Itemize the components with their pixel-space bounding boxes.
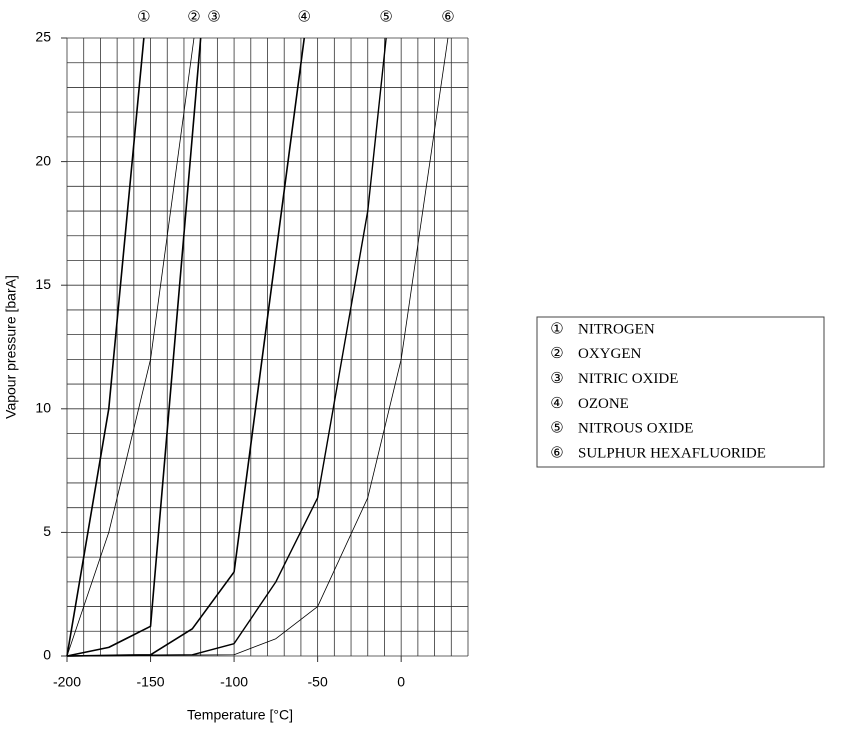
y-tick-label: 10 xyxy=(35,400,51,416)
x-tick-label: -200 xyxy=(53,674,81,690)
y-tick-label: 25 xyxy=(35,29,51,45)
series-line xyxy=(66,37,449,657)
x-axis-label: Temperature [°C] xyxy=(187,707,293,723)
curve-label: ① xyxy=(137,9,150,25)
series-line xyxy=(66,37,306,657)
legend-marker: ② xyxy=(550,346,563,362)
legend-marker: ① xyxy=(550,321,563,337)
x-tick-label: -150 xyxy=(137,674,165,690)
x-tick-label: -50 xyxy=(308,674,328,690)
curve-label: ⑤ xyxy=(379,9,392,25)
x-tick-label: 0 xyxy=(397,674,405,690)
curve-label: ⑥ xyxy=(441,9,454,25)
legend-box xyxy=(536,316,825,468)
legend-label: NITROGEN xyxy=(578,321,655,337)
curve-label: ④ xyxy=(298,9,311,25)
y-tick-label: 0 xyxy=(43,647,51,663)
legend-marker: ⑤ xyxy=(550,421,563,437)
series-line xyxy=(66,37,145,657)
legend-label: OZONE xyxy=(578,396,629,412)
curve-label: ② xyxy=(187,9,200,25)
series-line xyxy=(66,37,195,657)
legend-marker: ③ xyxy=(550,371,563,387)
legend-label: NITRIC OXIDE xyxy=(578,371,678,387)
legend-label: OXYGEN xyxy=(578,346,641,362)
legend-marker: ④ xyxy=(550,396,563,412)
legend-label: SULPHUR HEXAFLUORIDE xyxy=(578,445,766,461)
y-tick-label: 20 xyxy=(35,152,51,168)
x-tick-label: -100 xyxy=(220,674,248,690)
legend-marker: ⑥ xyxy=(550,445,563,461)
y-axis-label: Vapour pressure [barA] xyxy=(3,275,19,419)
curve-label: ③ xyxy=(207,9,220,25)
series-line xyxy=(66,37,202,657)
y-tick-label: 5 xyxy=(43,523,51,539)
legend-label: NITROUS OXIDE xyxy=(578,421,693,437)
y-tick-label: 15 xyxy=(35,276,51,292)
